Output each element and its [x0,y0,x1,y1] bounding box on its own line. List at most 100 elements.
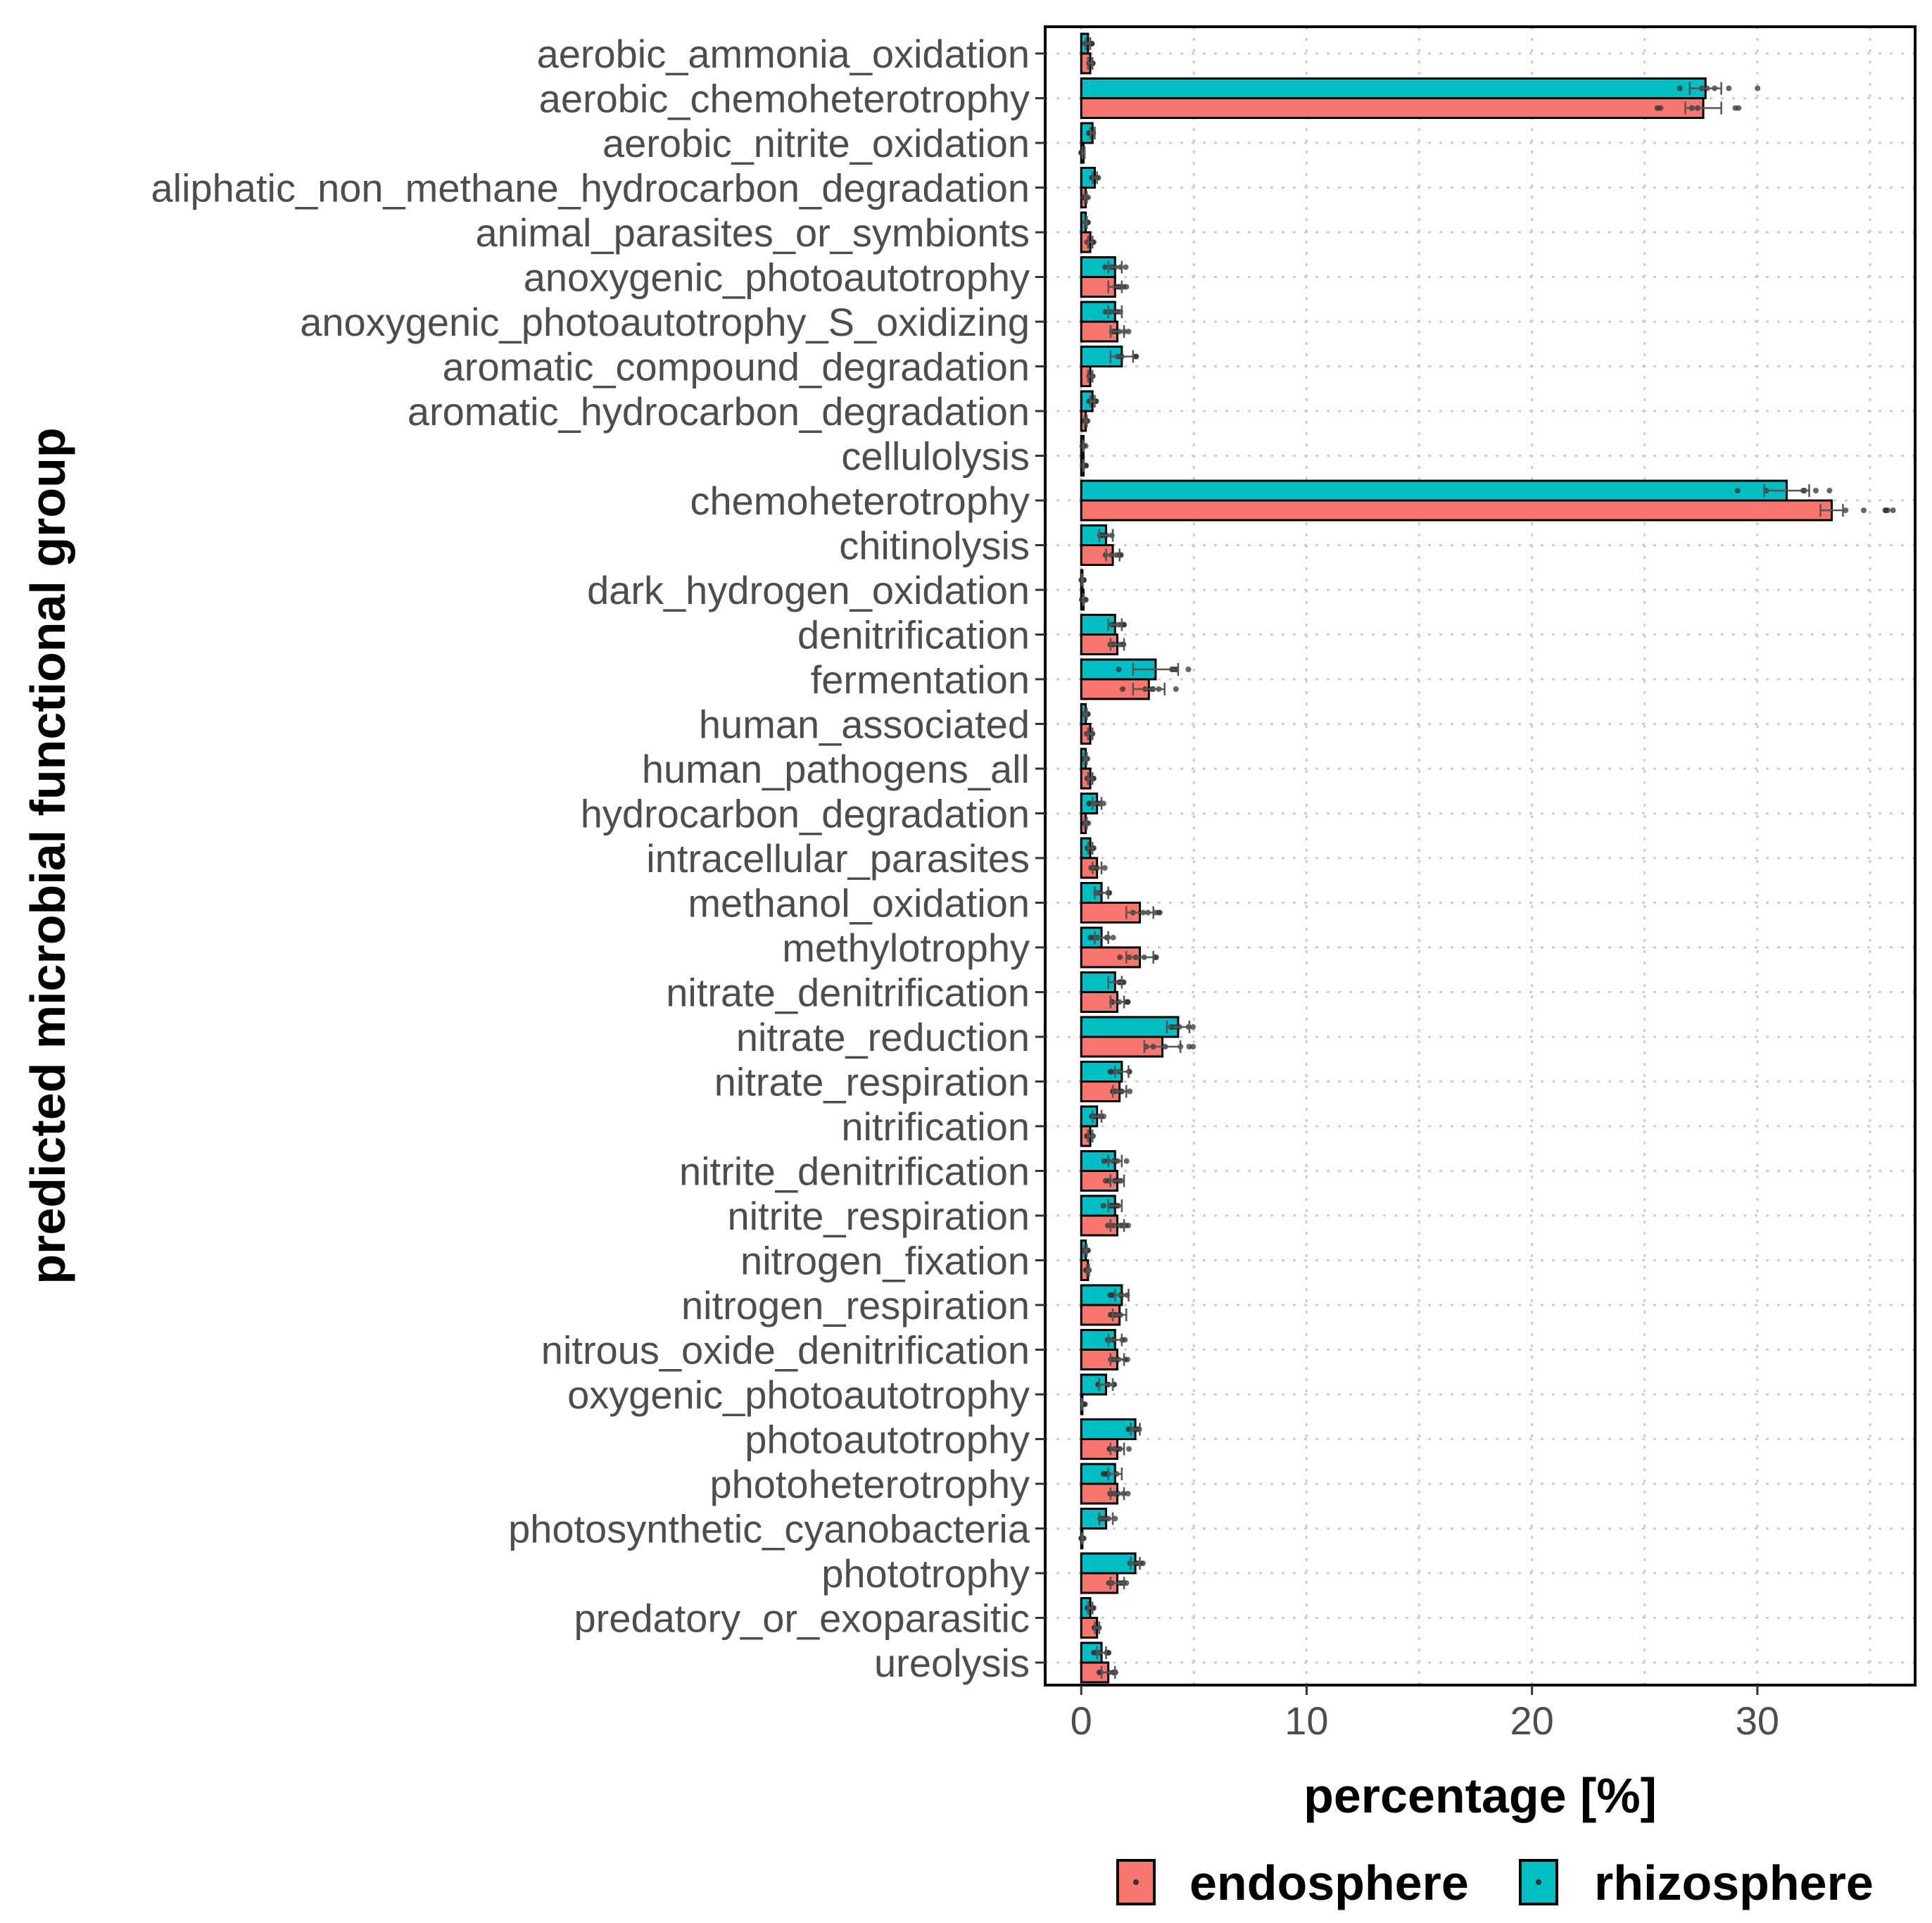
y-tick-label-methanol-oxidation: methanol_oxidation [688,881,1030,926]
point-endosphere-photoheterotrophy-0 [1125,1491,1131,1496]
bar-rhizosphere-aerobic-chemoheterotrophy[interactable] [1080,77,1707,99]
y-tick-label-photoheterotrophy: photoheterotrophy [709,1462,1030,1506]
point-rhizosphere-anoxygenic-photoautotrophy-0 [1123,264,1129,270]
point-rhizosphere-aerobic-chemoheterotrophy-0 [1677,85,1683,92]
x-axis-title: percentage [%] [1303,1768,1657,1823]
point-rhizosphere-nitrate-reduction-0 [1189,1024,1196,1030]
point-rhizosphere-chemoheterotrophy-5 [1812,488,1819,493]
y-tick-label-nitrite-denitrification: nitrite_denitrification [679,1149,1030,1194]
x-tick-label-10: 10 [1284,1698,1328,1743]
legend-key-rhizosphere-dot [1536,1879,1541,1885]
point-rhizosphere-fermentation-2 [1185,667,1192,672]
y-tick-label-nitrogen-fixation: nitrogen_fixation [740,1239,1030,1283]
bar-endosphere-anoxygenic-photoautotrophy[interactable] [1080,276,1116,298]
point-rhizosphere-aromatic-compound-degradation-4 [1132,353,1139,360]
x-axis-ticks [1080,1685,1759,1695]
bar-rhizosphere-phototrophy[interactable] [1080,1552,1137,1575]
legend-label-endosphere: endosphere [1189,1855,1469,1910]
point-endosphere-chemoheterotrophy-3 [1861,507,1867,513]
point-endosphere-aerobic-chemoheterotrophy-2 [1736,105,1742,111]
point-endosphere-nitrite-respiration-0 [1105,1223,1111,1228]
y-tick-label-dark-hydrogen-oxidation: dark_hydrogen_oxidation [587,568,1030,612]
bar-rhizosphere-chemoheterotrophy[interactable] [1080,479,1788,502]
legend-item-endosphere[interactable]: endosphere [1116,1855,1469,1910]
legend: endosphere rhizosphere [1116,1855,1874,1910]
y-axis-ticks [1035,52,1045,1664]
point-endosphere-chemoheterotrophy-2 [1843,507,1849,513]
x-tick-label-0: 0 [1071,1698,1092,1743]
y-tick-label-cellulolysis: cellulolysis [841,434,1030,479]
point-endosphere-methanol-oxidation-2 [1156,909,1163,916]
bar-endosphere-chemoheterotrophy[interactable] [1080,499,1833,522]
point-rhizosphere-chemoheterotrophy-2 [1734,488,1741,493]
point-endosphere-nitrate-respiration-5 [1127,1088,1133,1095]
y-tick-label-fermentation: fermentation [811,657,1030,702]
point-endosphere-chemoheterotrophy-5 [1882,507,1888,513]
point-endosphere-chemoheterotrophy-1 [1890,507,1896,513]
x-tick-label-30: 30 [1736,1698,1779,1743]
point-endosphere-aerobic-chemoheterotrophy-4 [1654,105,1660,111]
x-tick-label-20: 20 [1510,1698,1553,1743]
y-tick-label-nitrite-respiration: nitrite_respiration [727,1194,1030,1238]
point-rhizosphere-nitrate-respiration-4 [1108,1068,1114,1075]
bar-endosphere-aerobic-chemoheterotrophy[interactable] [1080,97,1705,119]
y-tick-label-aerobic-nitrite-oxidation: aerobic_nitrite_oxidation [602,121,1030,165]
point-endosphere-photoautotrophy-2 [1126,1446,1132,1452]
y-tick-label-animal-parasites-or-symbionts: animal_parasites_or_symbionts [476,210,1030,255]
y-tick-label-photoautotrophy: photoautotrophy [745,1418,1030,1462]
point-rhizosphere-nitrite-denitrification-5 [1123,1158,1130,1164]
y-tick-label-methylotrophy: methylotrophy [782,926,1030,970]
point-endosphere-anoxygenic-photoautotrophy-s-oxidizing-0 [1125,329,1132,334]
plot-background [1045,27,1915,1685]
y-tick-label-denitrification: denitrification [797,613,1030,657]
point-endosphere-anoxygenic-photoautotrophy-5 [1123,284,1130,290]
y-tick-label-oxygenic-photoautotrophy: oxygenic_photoautotrophy [567,1373,1030,1417]
point-endosphere-nitrate-reduction-5 [1186,1044,1192,1049]
legend-label-rhizosphere: rhizosphere [1594,1855,1874,1910]
y-tick-label-nitrogen-respiration: nitrogen_respiration [681,1283,1030,1328]
y-tick-label-ureolysis: ureolysis [874,1641,1030,1685]
y-axis-title: predicted microbial functional group [20,427,75,1284]
legend-item-rhizosphere[interactable]: rhizosphere [1519,1855,1874,1910]
y-tick-label-hydrocarbon-degradation: hydrocarbon_degradation [581,792,1030,836]
y-axis-tick-labels: aerobic_ammonia_oxidationaerobic_chemohe… [151,32,1030,1685]
point-rhizosphere-methylotrophy-4 [1110,935,1116,940]
y-tick-label-human-associated: human_associated [699,702,1030,747]
bar-rhizosphere-nitrate-reduction[interactable] [1080,1016,1180,1038]
y-tick-label-anoxygenic-photoautotrophy: anoxygenic_photoautotrophy [524,256,1030,300]
point-endosphere-intracellular-parasites-0 [1101,865,1108,871]
point-rhizosphere-ureolysis-2 [1090,1650,1097,1656]
point-rhizosphere-chemoheterotrophy-3 [1826,488,1833,493]
y-tick-label-photosynthetic-cyanobacteria: photosynthetic_cyanobacteria [508,1507,1030,1551]
y-tick-label-predatory-or-exoparasitic: predatory_or_exoparasitic [574,1596,1030,1641]
point-rhizosphere-photoautotrophy-5 [1125,1426,1132,1432]
point-rhizosphere-aerobic-chemoheterotrophy-3 [1755,85,1761,92]
y-tick-label-nitrate-reduction: nitrate_reduction [736,1015,1030,1059]
y-tick-label-aliphatic-non-methane-hydrocarbon-degradation: aliphatic_non_methane_hydrocarbon_degrad… [151,166,1030,210]
y-tick-label-nitrification: nitrification [841,1104,1030,1149]
y-tick-label-aerobic-chemoheterotrophy: aerobic_chemoheterotrophy [539,77,1030,121]
point-endosphere-fermentation-0 [1120,686,1126,692]
y-tick-label-aromatic-hydrocarbon-degradation: aromatic_hydrocarbon_degradation [408,389,1030,434]
y-tick-label-nitrate-denitrification: nitrate_denitrification [666,971,1030,1015]
point-endosphere-nitrate-denitrification-5 [1123,999,1130,1005]
y-tick-label-anoxygenic-photoautotrophy-s-oxidizing: anoxygenic_photoautotrophy_S_oxidizing [300,300,1030,344]
point-rhizosphere-nitrite-respiration-5 [1100,1203,1106,1209]
point-rhizosphere-fermentation-0 [1116,667,1122,672]
y-tick-label-intracellular-parasites: intracellular_parasites [646,836,1030,881]
error-bars [1080,37,1844,1679]
point-rhizosphere-nitrogen-respiration-5 [1109,1292,1116,1298]
point-endosphere-methylotrophy-3 [1117,954,1123,960]
point-endosphere-ureolysis-3 [1096,1670,1102,1675]
y-tick-label-aerobic-ammonia-oxidation: aerobic_ammonia_oxidation [537,32,1030,76]
y-tick-label-nitrate-respiration: nitrate_respiration [714,1060,1030,1104]
y-tick-label-human-pathogens-all: human_pathogens_all [642,747,1030,791]
y-tick-label-chitinolysis: chitinolysis [839,524,1030,568]
y-tick-label-aromatic-compound-degradation: aromatic_compound_degradation [443,345,1030,389]
point-endosphere-fermentation-1 [1173,686,1179,692]
y-tick-label-nitrous-oxide-denitrification: nitrous_oxide_denitrification [541,1328,1030,1373]
point-rhizosphere-anoxygenic-photoautotrophy-2 [1101,264,1108,270]
point-endosphere-nitrate-reduction-2 [1190,1044,1197,1049]
legend-key-endosphere-dot [1133,1879,1139,1885]
